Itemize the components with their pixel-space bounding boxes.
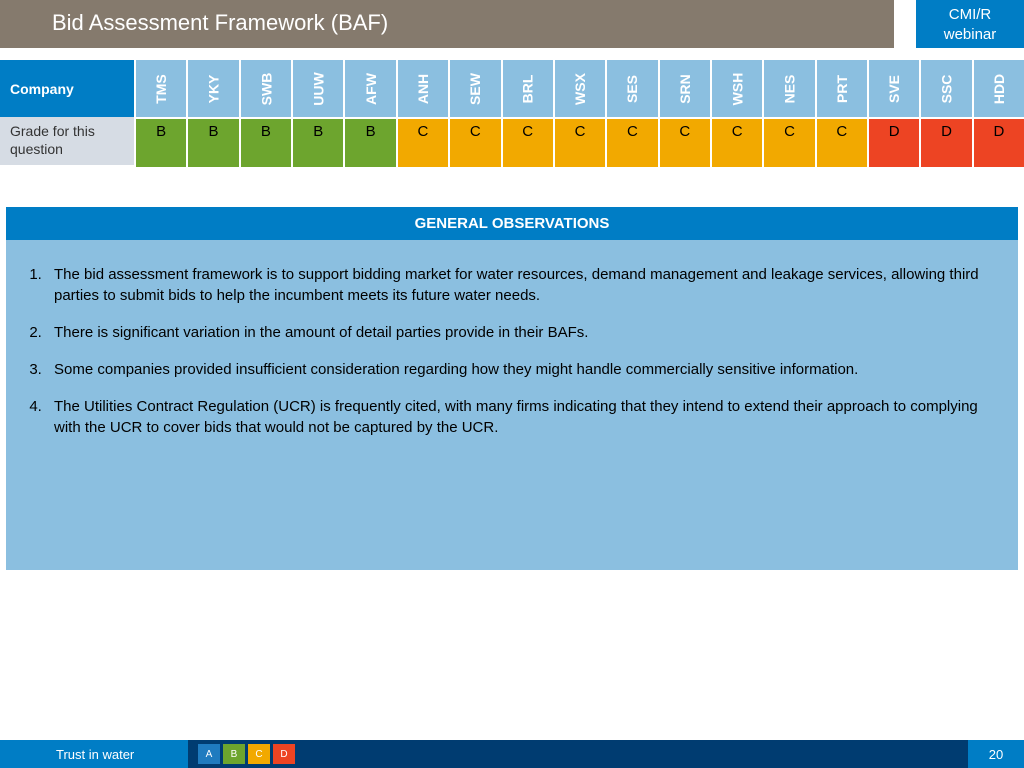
grade-column: SESC xyxy=(607,60,657,167)
observations-list: The bid assessment framework is to suppo… xyxy=(24,264,1000,438)
company-label: UUW xyxy=(293,60,343,117)
company-label: NES xyxy=(764,60,814,117)
footer-tagline: Trust in water xyxy=(0,740,188,768)
grade-cell: D xyxy=(869,119,919,167)
grade-column: PRTC xyxy=(817,60,867,167)
grade-cell: C xyxy=(660,119,710,167)
grade-column: BRLC xyxy=(503,60,553,167)
grade-cell: B xyxy=(293,119,343,167)
grade-cell: B xyxy=(241,119,291,167)
grade-columns: TMSBYKYBSWBBUUWBAFWBANHCSEWCBRLCWSXCSESC… xyxy=(134,60,1024,167)
company-label: TMS xyxy=(136,60,186,117)
grade-cell: B xyxy=(345,119,395,167)
grade-cell: C xyxy=(764,119,814,167)
observations-section: GENERAL OBSERVATIONS The bid assessment … xyxy=(6,207,1018,570)
grade-cell: C xyxy=(607,119,657,167)
company-header: Company xyxy=(0,60,134,117)
grade-cell: C xyxy=(398,119,448,167)
page-number: 20 xyxy=(968,740,1024,768)
page-title: Bid Assessment Framework (BAF) xyxy=(0,0,894,48)
grade-column: WSHC xyxy=(712,60,762,167)
grade-cell: C xyxy=(450,119,500,167)
legend-box: A xyxy=(198,744,220,764)
legend-box: D xyxy=(273,744,295,764)
company-label: HDD xyxy=(974,60,1024,117)
grade-column: HDDD xyxy=(974,60,1024,167)
company-label: SSC xyxy=(921,60,971,117)
company-label: YKY xyxy=(188,60,238,117)
grade-column: SWBB xyxy=(241,60,291,167)
company-label: SWB xyxy=(241,60,291,117)
legend-box: B xyxy=(223,744,245,764)
observations-body: The bid assessment framework is to suppo… xyxy=(6,240,1018,570)
company-label: ANH xyxy=(398,60,448,117)
badge-line2: webinar xyxy=(916,25,1024,45)
company-label: WSH xyxy=(712,60,762,117)
observation-item: Some companies provided insufficient con… xyxy=(46,359,1000,380)
grade-cell: B xyxy=(188,119,238,167)
grade-cell: C xyxy=(817,119,867,167)
title-bar: Bid Assessment Framework (BAF) CMI/R web… xyxy=(0,0,1024,48)
grade-cell: C xyxy=(503,119,553,167)
grade-table-left: Company Grade for this question xyxy=(0,60,134,167)
grade-cell: D xyxy=(921,119,971,167)
footer: Trust in water ABCD 20 xyxy=(0,740,1024,768)
grade-column: SEWC xyxy=(450,60,500,167)
grade-table: Company Grade for this question TMSBYKYB… xyxy=(0,60,1024,167)
footer-legend: ABCD xyxy=(188,740,968,768)
grade-column: SSCD xyxy=(921,60,971,167)
badge-line1: CMI/R xyxy=(916,5,1024,25)
observations-header: GENERAL OBSERVATIONS xyxy=(6,207,1018,240)
grade-column: ANHC xyxy=(398,60,448,167)
legend-box: C xyxy=(248,744,270,764)
company-label: WSX xyxy=(555,60,605,117)
company-label: PRT xyxy=(817,60,867,117)
company-label: SEW xyxy=(450,60,500,117)
company-label: AFW xyxy=(345,60,395,117)
grade-column: YKYB xyxy=(188,60,238,167)
company-label: SVE xyxy=(869,60,919,117)
company-label: SES xyxy=(607,60,657,117)
grade-column: UUWB xyxy=(293,60,343,167)
grade-column: AFWB xyxy=(345,60,395,167)
grade-column: NESC xyxy=(764,60,814,167)
company-label: BRL xyxy=(503,60,553,117)
webinar-badge: CMI/R webinar xyxy=(916,0,1024,48)
grade-cell: C xyxy=(555,119,605,167)
grade-cell: B xyxy=(136,119,186,167)
observation-item: The bid assessment framework is to suppo… xyxy=(46,264,1000,306)
observation-item: There is significant variation in the am… xyxy=(46,322,1000,343)
grade-row-label: Grade for this question xyxy=(0,117,134,165)
grade-cell: D xyxy=(974,119,1024,167)
grade-column: SRNC xyxy=(660,60,710,167)
grade-column: TMSB xyxy=(136,60,186,167)
grade-column: SVED xyxy=(869,60,919,167)
company-label: SRN xyxy=(660,60,710,117)
grade-cell: C xyxy=(712,119,762,167)
observation-item: The Utilities Contract Regulation (UCR) … xyxy=(46,396,1000,438)
grade-column: WSXC xyxy=(555,60,605,167)
